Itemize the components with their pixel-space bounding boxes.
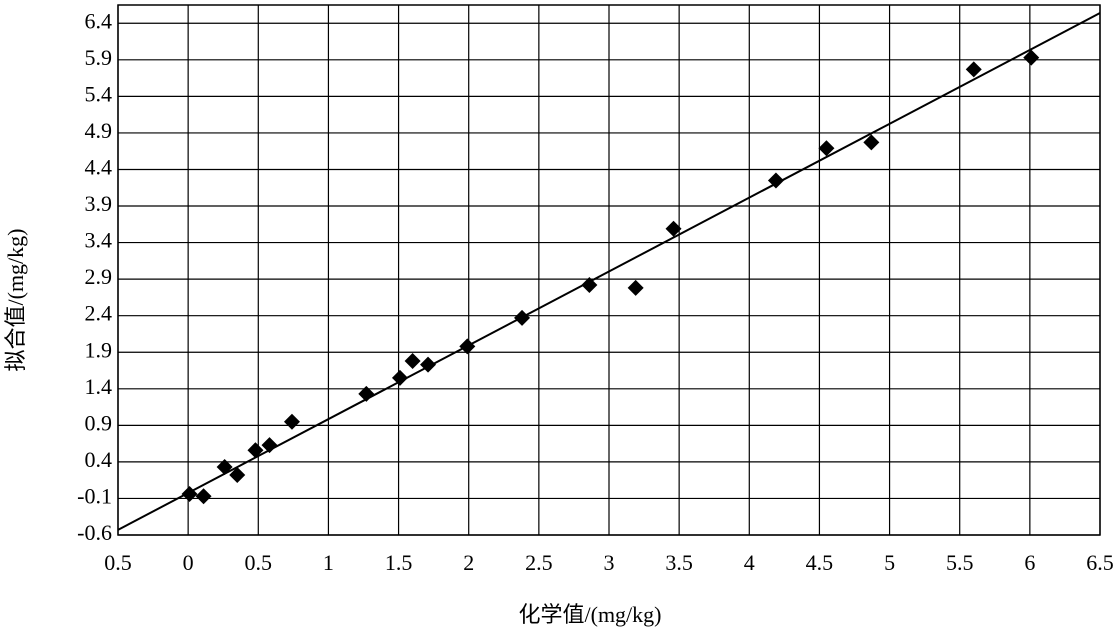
data-point xyxy=(581,276,598,293)
y-axis-label: 拟合值/(mg/kg) xyxy=(3,229,28,372)
y-tick-label: 1.4 xyxy=(85,374,113,399)
x-tick-label: 0.5 xyxy=(104,550,132,575)
y-tick-label: 5.4 xyxy=(85,81,113,106)
y-tick-label: 2.4 xyxy=(85,301,113,326)
x-tick-label: 3.5 xyxy=(665,550,693,575)
plot-frame xyxy=(117,4,1101,536)
y-tick-label: 0.9 xyxy=(85,410,113,435)
y-tick-label: -0.1 xyxy=(77,483,112,508)
y-tick-label: 3.4 xyxy=(85,228,113,253)
data-point xyxy=(863,134,880,151)
y-tick-label: -0.6 xyxy=(77,520,112,545)
data-point xyxy=(965,61,982,78)
x-tick-label: 5.5 xyxy=(946,550,974,575)
data-point xyxy=(195,488,212,505)
x-tick-label: 2.5 xyxy=(525,550,553,575)
x-tick-label: 1.5 xyxy=(385,550,413,575)
data-point xyxy=(247,442,264,459)
y-tick-label: 6.4 xyxy=(85,8,113,33)
data-point xyxy=(404,353,421,370)
y-tick-label: 0.4 xyxy=(85,447,113,472)
y-tick-label: 4.9 xyxy=(85,118,113,143)
x-tick-label: 3 xyxy=(604,550,615,575)
data-point xyxy=(818,140,835,157)
x-tick-label: 2 xyxy=(463,550,474,575)
y-tick-label: 3.9 xyxy=(85,191,113,216)
x-tick-label: 0 xyxy=(183,550,194,575)
x-tick-label: 6 xyxy=(1024,550,1035,575)
data-point xyxy=(283,413,300,430)
y-tick-label: 4.4 xyxy=(85,155,113,180)
x-tick-label: 1 xyxy=(323,550,334,575)
x-tick-label: 4 xyxy=(744,550,755,575)
y-tick-label: 5.9 xyxy=(85,45,113,70)
data-point xyxy=(391,369,408,386)
data-point xyxy=(767,172,784,189)
fit-line xyxy=(117,12,1101,531)
x-tick-label: 5 xyxy=(884,550,895,575)
x-axis-label: 化学值/(mg/kg) xyxy=(519,602,662,627)
data-point xyxy=(229,467,246,484)
data-point xyxy=(627,279,644,296)
x-tick-label: 4.5 xyxy=(806,550,834,575)
data-point xyxy=(1023,49,1040,66)
x-tick-label: 0.5 xyxy=(245,550,273,575)
y-tick-label: 2.9 xyxy=(85,264,113,289)
x-tick-label: 6.5 xyxy=(1086,550,1114,575)
data-point xyxy=(665,220,682,237)
y-tick-label: 1.9 xyxy=(85,337,113,362)
